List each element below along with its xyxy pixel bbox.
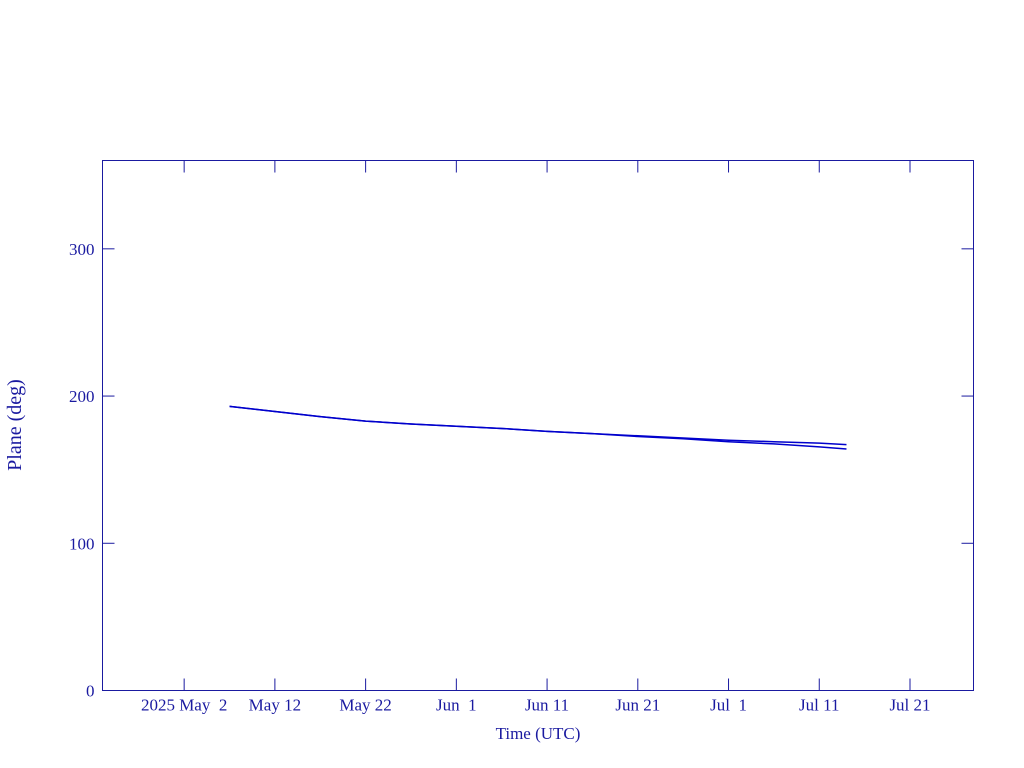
x-tick-label: Jun 11 <box>525 696 569 715</box>
x-tick-label: Jul 21 <box>889 696 930 715</box>
plot-frame <box>102 160 974 691</box>
y-tick-label: 100 <box>69 534 95 553</box>
data-line <box>229 405 847 446</box>
y-tick-label: 200 <box>69 387 95 406</box>
y-axis-label: Plane (deg) <box>4 379 26 471</box>
x-axis-label: Time (UTC) <box>496 724 581 743</box>
y-tick-label: 0 <box>86 682 95 701</box>
x-tick-label: May 12 <box>249 696 301 715</box>
x-tick-label: Jul 11 <box>799 696 839 715</box>
x-tick-label: Jun 1 <box>436 696 477 715</box>
x-tick-label: May 22 <box>339 696 391 715</box>
x-tick-label: Jul 1 <box>710 696 747 715</box>
data-line <box>229 405 847 450</box>
y-tick-label: 300 <box>69 240 95 259</box>
x-tick-label: Jun 21 <box>615 696 660 715</box>
x-tick-label: 2025 May 2 <box>141 696 227 715</box>
